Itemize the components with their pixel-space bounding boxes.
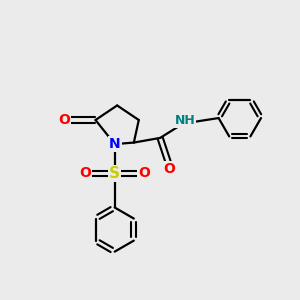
Text: O: O [58, 113, 70, 127]
Text: N: N [109, 137, 121, 151]
Text: NH: NH [175, 115, 195, 128]
Text: O: O [80, 167, 91, 181]
Text: S: S [109, 166, 120, 181]
Text: O: O [164, 162, 175, 176]
Text: O: O [138, 167, 150, 181]
